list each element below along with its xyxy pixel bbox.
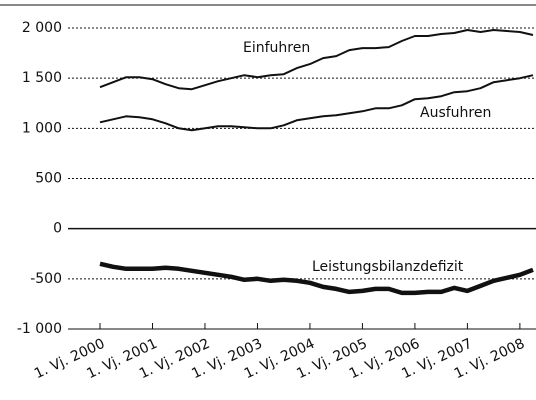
y-tick-label: -500 — [30, 271, 62, 287]
series-line — [99, 261, 534, 296]
y-tick-label: 500 — [35, 171, 62, 187]
y-tick-label: -1 000 — [17, 321, 62, 337]
series-label: Leistungsbilanzdefizit — [312, 259, 464, 275]
y-tick-label: 0 — [53, 221, 62, 237]
series-label: Ausfuhren — [420, 105, 491, 121]
y-tick-label: 1 500 — [22, 70, 62, 86]
y-tick-label: 2 000 — [22, 20, 62, 36]
series-label: Einfuhren — [243, 40, 310, 56]
series-line — [99, 29, 534, 91]
y-tick-label: 1 000 — [22, 120, 62, 136]
series-line — [99, 74, 534, 132]
